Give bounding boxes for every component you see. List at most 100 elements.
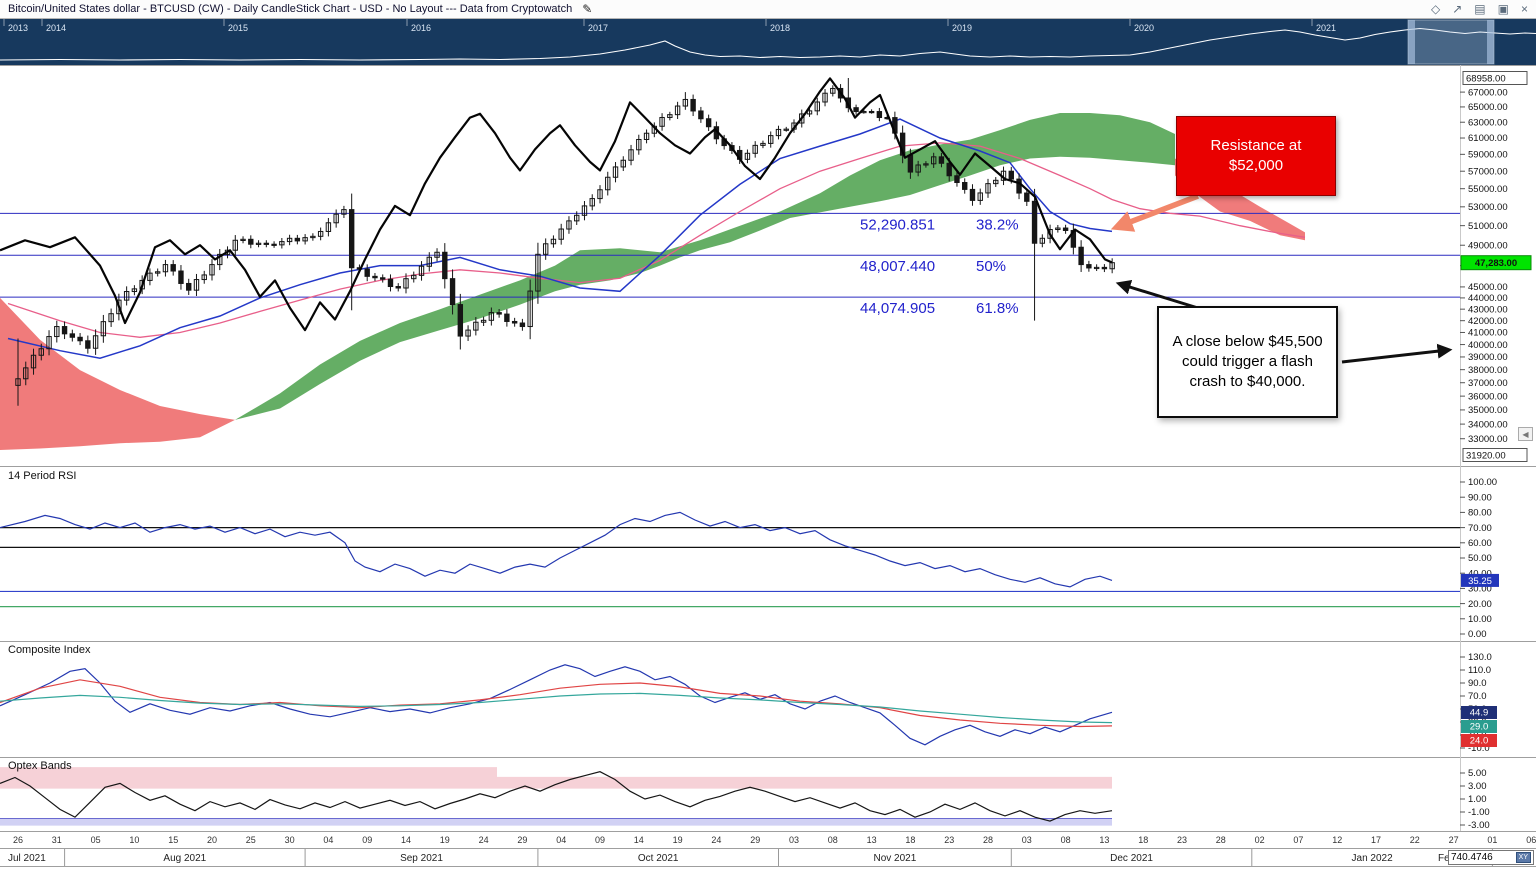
price-overlay-line <box>0 77 1113 332</box>
candle-body <box>558 228 564 240</box>
nav-selection-left-handle[interactable] <box>1408 20 1415 64</box>
rsi-line <box>0 511 1113 588</box>
candle-body <box>527 290 533 328</box>
candle-body <box>830 87 836 94</box>
year-label: 2018 <box>770 23 790 33</box>
candle-body <box>333 213 339 224</box>
composite-value-label: 24.0 <box>1470 736 1489 747</box>
year-label: 2017 <box>588 23 608 33</box>
x-axis-day-label: 28 <box>983 835 993 845</box>
y-tick-label: 55000.00 <box>1468 184 1508 195</box>
candle-body <box>395 286 401 289</box>
diamond-tool-icon[interactable]: ◇ <box>1431 2 1441 16</box>
flash-crash-annotation[interactable]: A close below $45,500 could trigger a fl… <box>1157 306 1338 418</box>
candle-body <box>434 251 440 258</box>
time-axis: 26 31 05 10 15 20 25 30 04 09 14 19 24 29 04 09 14 19 24 29… <box>8 835 1536 866</box>
window-title: Bitcoin/United States dollar - BTCUSD (C… <box>8 3 573 15</box>
ichimoku-cloud-bullish-main <box>235 113 1175 420</box>
nav-selection-right-handle[interactable] <box>1487 20 1494 64</box>
optex-line <box>0 771 1113 822</box>
fib-price-label: 48,007.440 <box>860 258 935 275</box>
y-tick-label: 59000.00 <box>1468 150 1508 161</box>
candle-body <box>271 243 277 246</box>
candle-body <box>985 183 991 194</box>
composite-index-panel[interactable]: Composite Index130.0110.090.070.050.030.… <box>0 644 1497 754</box>
year-label: 2015 <box>228 23 248 33</box>
optex-bands-panel[interactable]: Optex Bands 5.00 3.00 1.00 -1.00 -3.00 <box>0 760 1490 831</box>
x-axis-day-label: 20 <box>207 835 217 845</box>
xy-toggle[interactable]: XY <box>1515 852 1531 863</box>
y-tick-label: 44000.00 <box>1468 293 1508 304</box>
candle-body <box>542 243 549 255</box>
svg-text:70.0: 70.0 <box>1468 691 1487 702</box>
candle-body <box>426 256 432 267</box>
candle-body <box>294 237 301 242</box>
pointer-tool-icon[interactable]: ↗ <box>1452 2 1463 16</box>
candle-body <box>403 278 409 289</box>
candle-body <box>209 264 215 276</box>
x-axis-day-label: 14 <box>401 835 411 845</box>
rsi-value-box <box>1461 573 1499 587</box>
candle-body <box>690 98 696 112</box>
x-axis-day-label: 25 <box>246 835 256 845</box>
candle-body <box>46 336 52 350</box>
scroll-left-button[interactable]: ◀ <box>1518 427 1533 441</box>
edit-title-icon[interactable]: ✎ <box>582 2 593 16</box>
svg-text:20.00: 20.00 <box>1468 599 1492 610</box>
candle-body <box>643 132 650 140</box>
x-axis-day-label: 07 <box>1293 835 1303 845</box>
rsi-panel[interactable]: 14 Period RSI 100.00 90.00 80.00 70.00 60.00 5… <box>0 470 1499 640</box>
candle-body <box>442 251 448 280</box>
candle-body <box>286 237 293 243</box>
nav-selection[interactable] <box>1407 19 1495 65</box>
close-icon[interactable]: × <box>1520 2 1528 16</box>
candle-body <box>279 241 285 246</box>
x-axis-day-label: 04 <box>323 835 333 845</box>
window-restore-icon[interactable]: ▣ <box>1497 2 1509 16</box>
x-axis-day-label: 02 <box>1255 835 1265 845</box>
year-label: 2020 <box>1134 23 1154 33</box>
candle-body <box>387 278 394 288</box>
svg-text:90.00: 90.00 <box>1468 492 1492 503</box>
candle-body <box>589 198 595 207</box>
candle-body <box>744 152 751 160</box>
candle-body <box>1016 178 1022 194</box>
candle-body <box>1078 246 1084 266</box>
candle-body <box>77 336 83 342</box>
x-axis-month-label: Nov 2021 <box>873 853 916 864</box>
x-axis-month-label: Dec 2021 <box>1110 853 1153 864</box>
y-tick-label: 45000.00 <box>1468 282 1508 293</box>
titlebar-actions: ◇ ↗ ▤ ▣ × <box>1431 2 1528 16</box>
y-tick-label: 43000.00 <box>1468 304 1508 315</box>
candle-body <box>1008 170 1014 180</box>
resistance-annotation[interactable]: Resistance at $52,000 <box>1176 116 1336 196</box>
candle-body <box>201 274 207 281</box>
x-axis-day-label: 05 <box>91 835 101 845</box>
composite-value-box <box>1461 706 1497 719</box>
optex-title: Optex Bands <box>8 760 72 772</box>
x-axis-day-label: 19 <box>673 835 683 845</box>
year-label: 2016 <box>411 23 431 33</box>
candle-body <box>1093 266 1100 270</box>
candle-body <box>341 209 347 215</box>
candle-body <box>752 144 758 154</box>
candle-body <box>147 272 153 281</box>
y-tick-label: 38000.00 <box>1468 365 1508 376</box>
candles <box>15 78 1115 406</box>
y-tick-label: 37000.00 <box>1468 378 1508 389</box>
candle-body <box>977 192 983 201</box>
candle-body <box>325 222 332 232</box>
resistance-arrow <box>1110 193 1199 232</box>
candle-body <box>15 378 21 386</box>
candle-body <box>240 238 246 241</box>
candle-body <box>69 333 76 338</box>
layout-icon[interactable]: ▤ <box>1474 2 1486 16</box>
x-axis-day-label: 06 <box>1526 835 1536 845</box>
navigator-minimap[interactable]: 2013 2014 2015 2016 2017 2018 2019 2020 2021 <box>0 19 1536 65</box>
candle-body <box>255 242 262 245</box>
year-label: 2014 <box>46 23 66 33</box>
x-axis-day-label: 24 <box>711 835 721 845</box>
candle-body <box>705 118 712 128</box>
x-axis-day-label: 22 <box>1410 835 1420 845</box>
rsi-value-label: 35.25 <box>1468 576 1492 587</box>
